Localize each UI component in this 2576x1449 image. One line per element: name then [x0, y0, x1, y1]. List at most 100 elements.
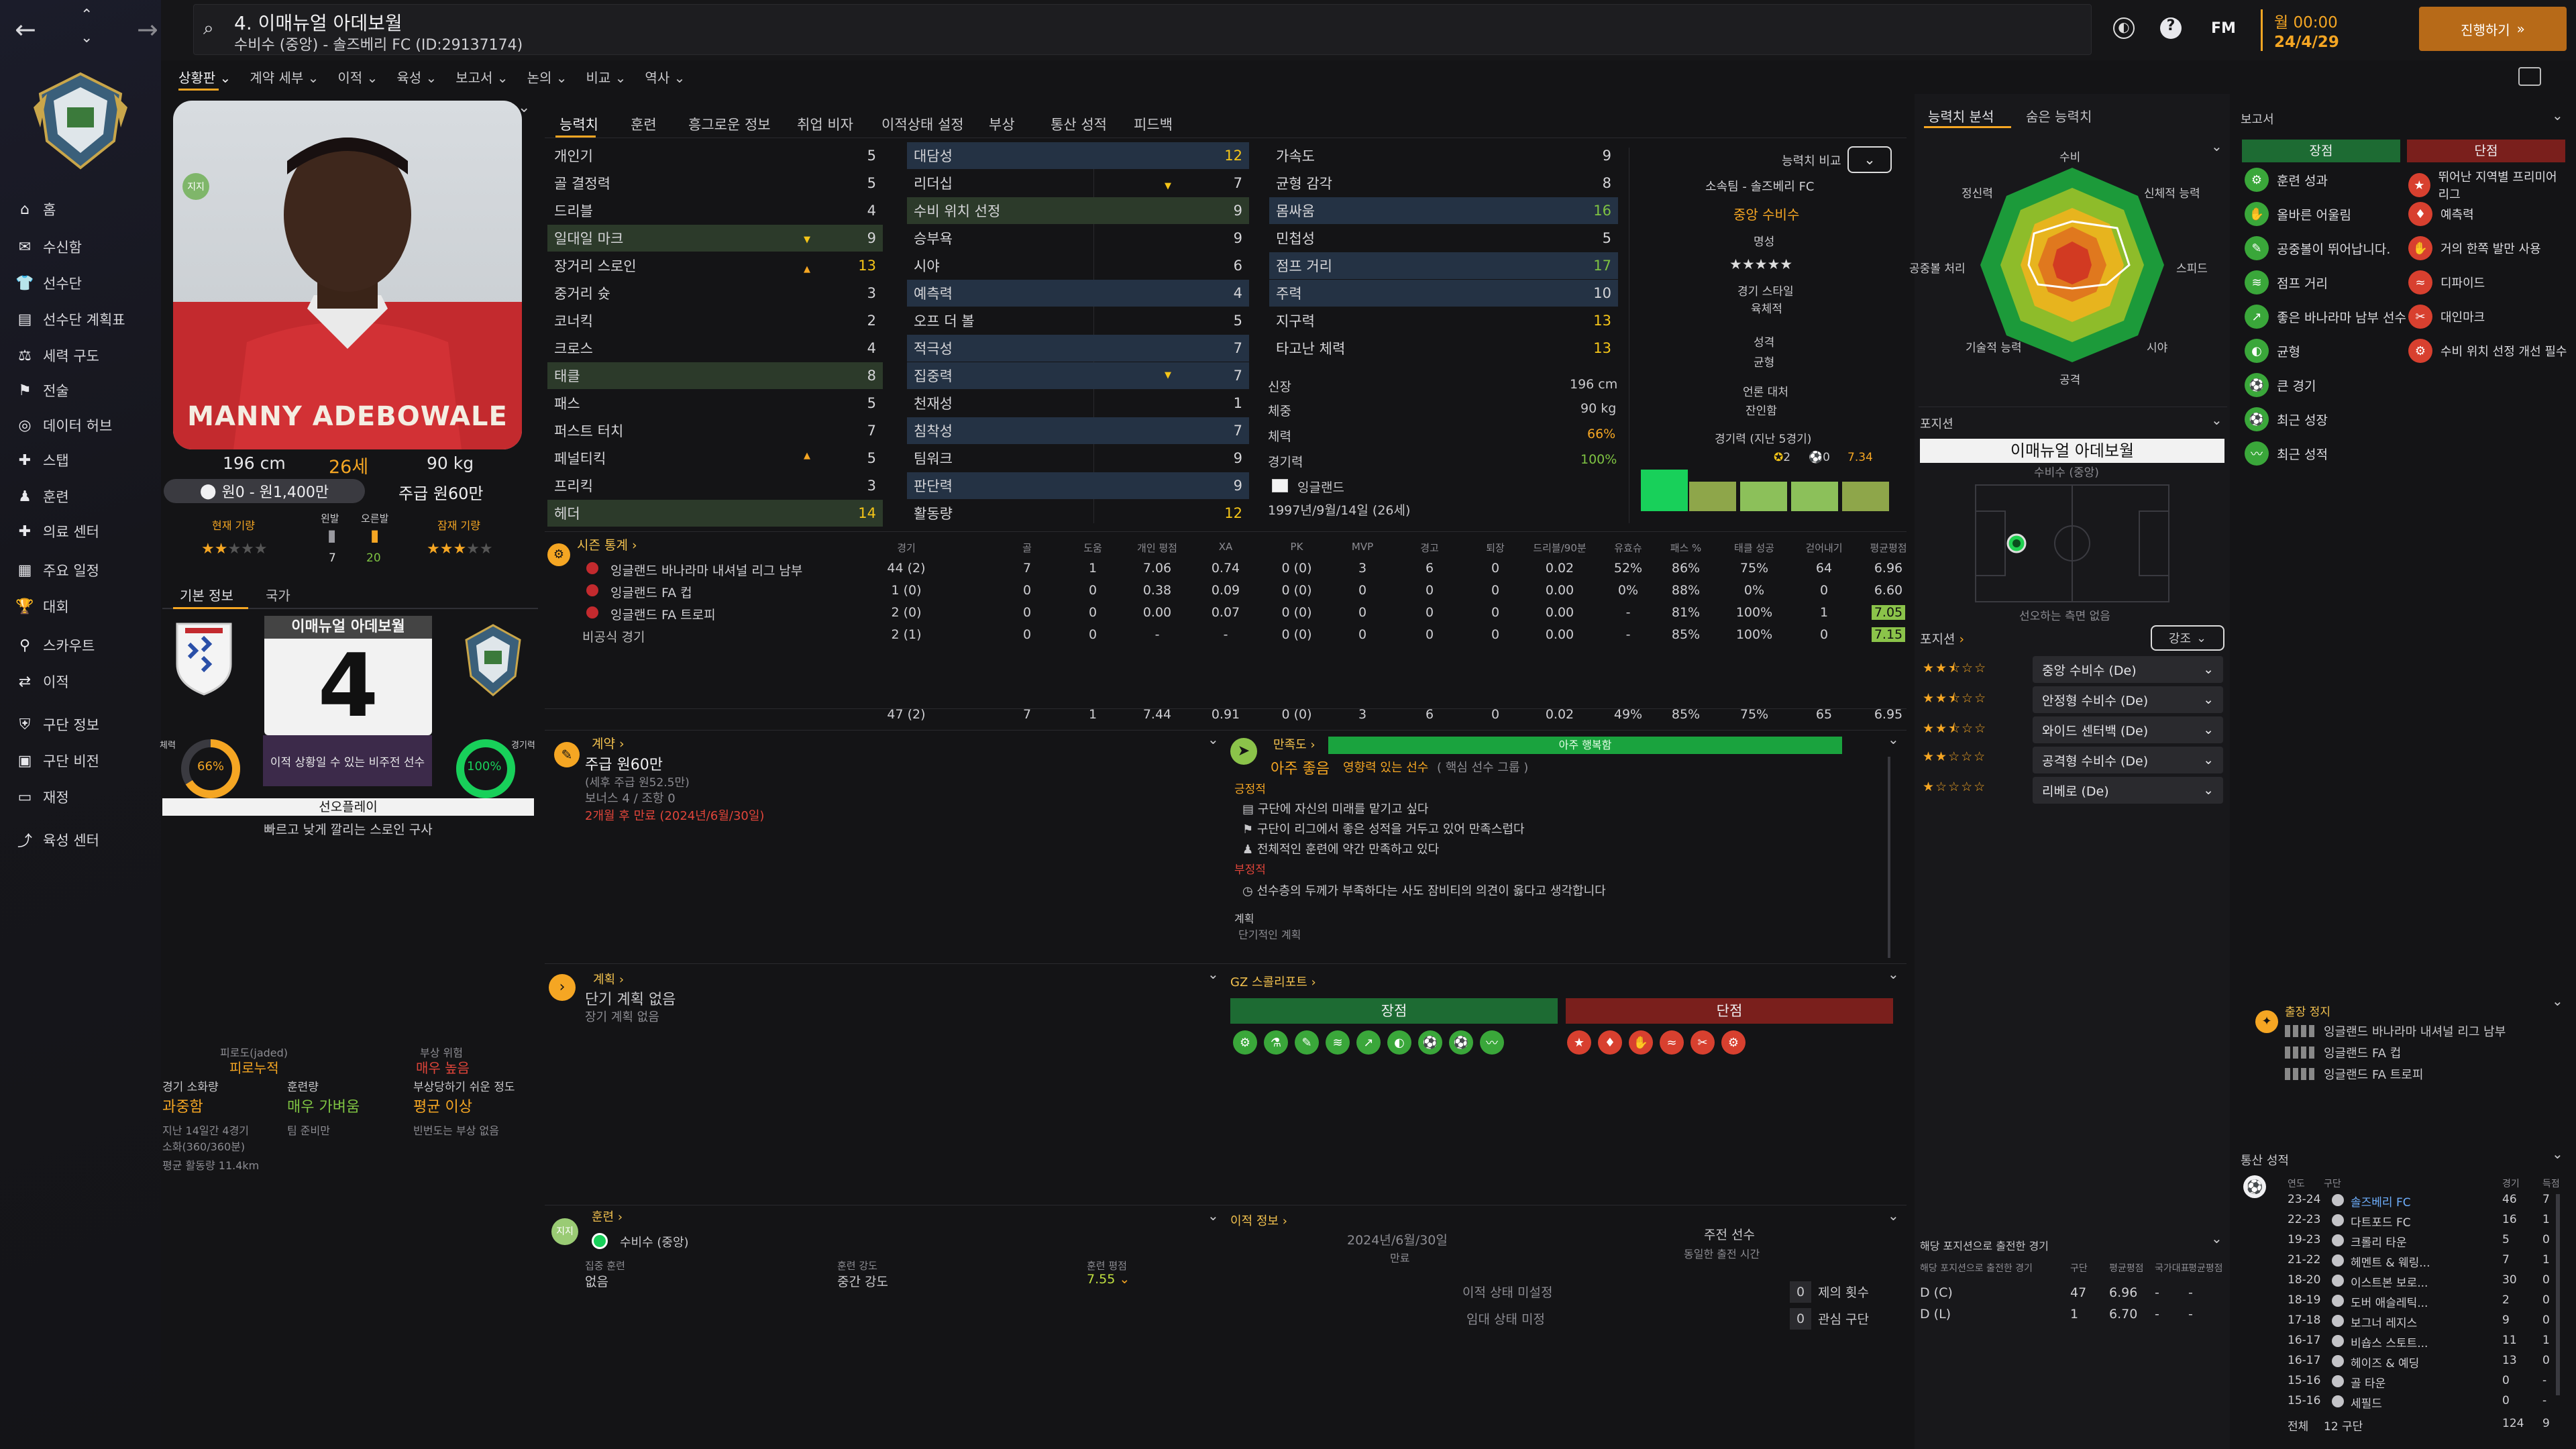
season-row-name[interactable]: 비공식 경기 [582, 630, 645, 645]
compare-dropdown[interactable]: ⌄ [1847, 146, 1892, 173]
sidebar-item-11[interactable]: 🏆 대회 [15, 592, 68, 621]
sidebar-item-13[interactable]: ⇄ 이적 [16, 667, 69, 696]
sidebar-item-0[interactable]: ⌂ 홈 [16, 195, 56, 224]
gz-con-icon-4[interactable]: ✂ [1690, 1030, 1715, 1055]
attr-row-phys-1[interactable]: 균형 감각 8 [1269, 170, 1618, 197]
report-pro-0[interactable]: ⚙ 훈련 성과 [2245, 168, 2328, 192]
gz-con-icon-5[interactable]: ⚙ [1721, 1030, 1746, 1055]
subnav-item-4[interactable]: 보고서 ⌄ [455, 70, 508, 86]
subnav-item-6[interactable]: 비교 ⌄ [586, 70, 627, 86]
morale-collapse-icon[interactable]: ⌄ [1888, 731, 1899, 747]
report-pro-1[interactable]: ✋ 올바른 어울림 [2245, 202, 2351, 226]
report-pro-5[interactable]: ◐ 균형 [2245, 339, 2300, 363]
sidebar-item-1[interactable]: ✉ 수신함 [16, 232, 82, 262]
career-club[interactable]: 비숍스 스토트... [2351, 1337, 2428, 1350]
morale-title[interactable]: 만족도 › [1273, 738, 1316, 752]
gz-pro-icon-5[interactable]: ◐ [1387, 1030, 1411, 1055]
attr-row-tech-5[interactable]: 중거리 슛 3 [547, 280, 883, 307]
transfer-collapse-icon[interactable]: ⌄ [1888, 1208, 1899, 1224]
title-box[interactable]: ⌕ 4. 이매뉴얼 아데보월 수비수 (중앙) - 솔즈베리 FC (ID:29… [193, 4, 2092, 55]
analysis-collapse-icon[interactable]: ⌄ [2211, 138, 2222, 154]
subnav-item-7[interactable]: 역사 ⌄ [645, 70, 686, 86]
gz-pro-icon-2[interactable]: ✎ [1295, 1030, 1319, 1055]
pos-dropdown-0[interactable]: 중앙 수비수 (De) ⌄ [2033, 656, 2223, 683]
gz-pro-icon-7[interactable]: ⚽ [1449, 1030, 1473, 1055]
sidebar-item-12[interactable]: ⚲ 스카우트 [16, 631, 95, 660]
pos-dropdown-3[interactable]: 공격형 수비수 (De) ⌄ [2033, 747, 2223, 773]
attr-row-mental-7[interactable]: 적극성 7 [907, 335, 1249, 362]
gz-pro-icon-8[interactable]: 〰 [1480, 1030, 1504, 1055]
gz-pro-icon-1[interactable]: ⚗ [1264, 1030, 1288, 1055]
ban-collapse-icon[interactable]: ⌄ [2552, 993, 2563, 1009]
attr-row-mental-11[interactable]: 팀워크 9 [907, 445, 1249, 472]
tab-hidden[interactable]: 숨은 능력치 [2026, 109, 2092, 125]
tab-2[interactable]: 흥그로운 정보 [688, 117, 771, 133]
career-club[interactable]: 헤멘트 & 웨링... [2351, 1256, 2430, 1270]
attr-row-tech-10[interactable]: 퍼스트 터치 7 [547, 417, 883, 444]
tab-4[interactable]: 이적상태 설정 [881, 117, 964, 133]
training-title[interactable]: 훈련 › [592, 1210, 623, 1224]
attr-row-mental-0[interactable]: 대담성 12 [907, 142, 1249, 169]
attr-row-mental-1[interactable]: 리더십 7 [907, 170, 1249, 197]
report-pro-3[interactable]: ≋ 점프 거리 [2245, 270, 2328, 294]
value-pill[interactable]: ⬤ 원0 - 원1,400만 [164, 479, 365, 503]
subnav-item-0[interactable]: 상황판 ⌄ [178, 70, 231, 86]
subnav-item-1[interactable]: 계약 세부 ⌄ [250, 70, 319, 86]
report-con-4[interactable]: ✂ 대인마크 [2408, 305, 2485, 329]
pos-dropdown-4[interactable]: 리베로 (De) ⌄ [2033, 777, 2223, 804]
up-icon[interactable]: ⌃ [80, 7, 93, 23]
subnav-item-5[interactable]: 논의 ⌄ [527, 70, 568, 86]
tab-5[interactable]: 부상 [989, 117, 1015, 133]
career-scrollbar[interactable] [2556, 1194, 2560, 1395]
gz-con-icon-0[interactable]: ★ [1567, 1030, 1591, 1055]
career-club[interactable]: 크롤리 타운 [2351, 1236, 2407, 1250]
report-pro-4[interactable]: ↗ 좋은 바나라마 남부 선수 [2245, 305, 2406, 329]
england-crest-icon[interactable] [170, 617, 237, 698]
sidebar-item-6[interactable]: ◎ 데이터 허브 [16, 411, 112, 440]
report-pro-7[interactable]: ⚽ 최근 성장 [2245, 407, 2328, 431]
attr-row-mental-5[interactable]: 예측력 4 [907, 280, 1249, 307]
subnav-item-3[interactable]: 육성 ⌄ [396, 70, 437, 86]
career-club[interactable]: 골 타운 [2351, 1377, 2386, 1391]
career-club[interactable]: 보그너 레지스 [2351, 1317, 2418, 1330]
morale-scrollbar[interactable] [1888, 757, 1890, 958]
down-icon[interactable]: ⌄ [80, 30, 93, 46]
ban-title[interactable]: 출장 정지 [2285, 1006, 2330, 1019]
attr-row-phys-0[interactable]: 가속도 9 [1269, 142, 1618, 169]
pos-highlight-dropdown[interactable]: 강조 ⌄ [2151, 625, 2224, 651]
career-club[interactable]: 헤이즈 & 예딩 [2351, 1357, 2420, 1371]
club-crest-icon[interactable] [20, 67, 141, 174]
back-arrow-icon[interactable]: ← [15, 15, 36, 44]
contract-title[interactable]: 계약 › [592, 737, 625, 751]
attr-row-phys-5[interactable]: 주력 10 [1269, 280, 1618, 307]
career-collapse-icon[interactable]: ⌄ [2552, 1146, 2563, 1162]
career-club[interactable]: 다트포드 FC [2351, 1216, 2411, 1230]
career-club[interactable]: 이스트본 보로... [2351, 1277, 2428, 1290]
attr-row-phys-7[interactable]: 타고난 체력 13 [1269, 335, 1618, 362]
help-icon[interactable]: ? [2160, 17, 2182, 39]
attr-row-mental-8[interactable]: 집중력 7 [907, 362, 1249, 389]
report-pro-6[interactable]: ⚽ 큰 경기 [2245, 373, 2316, 397]
app-collapse-icon[interactable]: ⌄ [2211, 1230, 2222, 1246]
plan-collapse-icon[interactable]: ⌄ [1208, 966, 1219, 982]
attr-row-phys-2[interactable]: 몸싸움 16 [1269, 197, 1618, 224]
gz-pro-icon-6[interactable]: ⚽ [1418, 1030, 1442, 1055]
pos-collapse-icon[interactable]: ⌄ [2211, 412, 2222, 428]
sidebar-item-15[interactable]: ▣ 구단 비전 [16, 746, 99, 775]
pos-dropdown-1[interactable]: 안정형 수비수 (De) ⌄ [2033, 686, 2223, 713]
layout-icon[interactable] [2518, 67, 2541, 86]
attr-row-mental-10[interactable]: 침착성 7 [907, 417, 1249, 444]
club-crest-small-icon[interactable] [456, 620, 530, 700]
collapse-icon[interactable]: ⌄ [518, 99, 531, 116]
attr-row-mental-2[interactable]: 수비 위치 선정 9 [907, 197, 1249, 224]
gz-pro-icon-4[interactable]: ↗ [1356, 1030, 1381, 1055]
tab-nation[interactable]: 국가 [266, 588, 290, 604]
contract-collapse-icon[interactable]: ⌄ [1208, 731, 1219, 747]
trait-bar[interactable]: 선오플레이 [162, 798, 534, 816]
report-con-2[interactable]: ✋ 거의 한쪽 발만 사용 [2408, 236, 2541, 260]
career-club[interactable]: 도버 애슬레틱... [2351, 1297, 2428, 1310]
sidebar-item-4[interactable]: ⚖ 세력 구도 [16, 341, 99, 370]
attr-row-mental-3[interactable]: 승부욕 9 [907, 225, 1249, 252]
report-pro-8[interactable]: 〰 최근 성적 [2245, 441, 2328, 466]
season-row-name[interactable]: 잉글랜드 바나라마 내셔널 리그 남부 [610, 564, 803, 578]
